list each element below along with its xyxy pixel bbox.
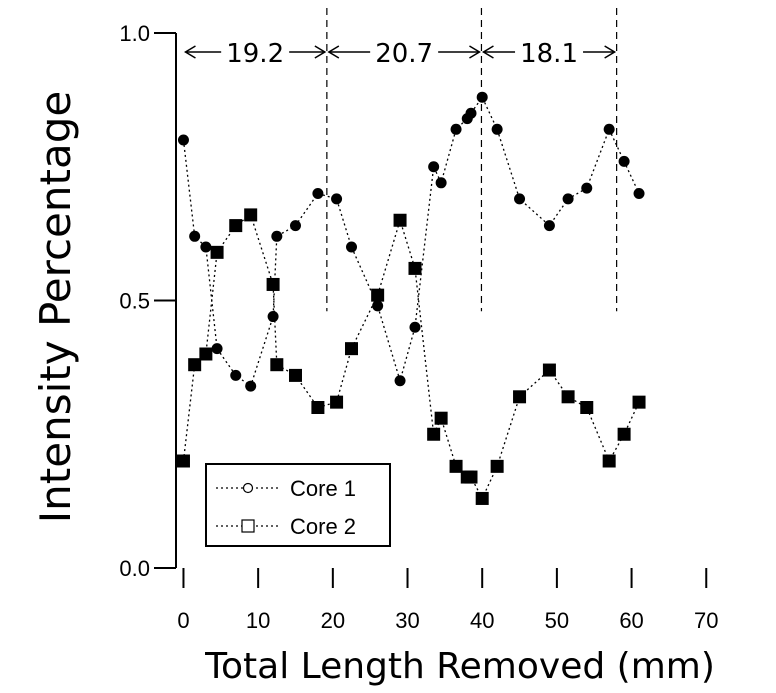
data-point <box>409 321 421 333</box>
data-point <box>266 277 280 291</box>
data-point <box>581 182 593 194</box>
data-point <box>513 390 527 404</box>
data-point <box>210 245 224 259</box>
legend-circle-icon <box>242 482 254 494</box>
x-tick-label: 30 <box>395 608 419 633</box>
data-point <box>271 230 283 242</box>
data-point <box>491 123 503 135</box>
x-tick-label: 60 <box>619 608 643 633</box>
data-point <box>602 454 616 468</box>
series-line <box>182 213 640 500</box>
data-point <box>188 358 202 372</box>
y-tick-label: 0.0 <box>119 556 150 581</box>
data-point <box>245 380 257 392</box>
x-tick-label: 50 <box>545 608 569 633</box>
data-point <box>603 123 615 135</box>
data-point <box>345 342 359 356</box>
span-arrowhead <box>314 45 327 59</box>
y-tick-label: 0.5 <box>119 289 150 314</box>
data-point <box>229 219 243 233</box>
data-point <box>311 401 325 414</box>
data-point <box>475 491 489 505</box>
data-point <box>428 161 440 173</box>
data-point <box>476 91 488 103</box>
span-label: 19.2 <box>226 39 284 69</box>
data-point <box>394 375 406 387</box>
data-point <box>346 241 358 253</box>
x-tick-label: 70 <box>694 608 718 633</box>
data-point <box>177 134 189 146</box>
data-point <box>312 188 324 199</box>
data-point <box>176 454 190 468</box>
span-arrowhead <box>481 45 494 59</box>
data-point <box>490 459 504 473</box>
legend-box <box>205 463 391 547</box>
data-point <box>330 395 344 409</box>
series-1 <box>177 91 645 392</box>
x-tick-label: 0 <box>177 608 189 633</box>
span-arrowhead <box>604 45 617 59</box>
y-axis-label: Intensity Percentage <box>31 91 80 523</box>
data-point <box>450 123 462 135</box>
data-point <box>270 358 284 372</box>
data-point <box>632 395 646 409</box>
data-point <box>434 411 448 425</box>
data-point <box>618 155 630 167</box>
data-point <box>211 343 223 355</box>
data-point <box>543 220 555 232</box>
data-point <box>561 390 575 404</box>
legend: Core 1 Core 2 <box>205 463 391 547</box>
data-point <box>542 363 556 377</box>
x-tick-label: 40 <box>470 608 494 633</box>
span-arrowhead <box>469 45 481 59</box>
data-point <box>393 213 407 227</box>
x-axis-label: Total Length Removed (mm) <box>204 646 715 687</box>
legend-label: Core 1 <box>290 476 356 501</box>
data-point <box>617 427 631 441</box>
data-point <box>580 401 594 414</box>
data-point <box>427 427 441 441</box>
x-tick-label: 20 <box>321 608 345 633</box>
series-line <box>182 95 640 388</box>
data-point <box>267 311 279 323</box>
data-point <box>435 177 447 189</box>
data-point <box>372 300 384 312</box>
data-point <box>199 347 213 361</box>
legend-label: Core 2 <box>290 514 356 539</box>
series-layer <box>176 91 646 505</box>
data-point <box>230 369 242 381</box>
data-point <box>288 368 302 382</box>
span-label: 18.1 <box>520 39 578 69</box>
data-point <box>562 193 574 205</box>
span-arrowhead <box>184 45 196 59</box>
section-guides: 19.2 20.7 18.1 <box>184 8 618 312</box>
data-point <box>200 241 212 253</box>
y-tick-label: 1.0 <box>119 21 150 46</box>
span-label: 20.7 <box>375 39 433 69</box>
data-point <box>633 188 645 199</box>
data-point <box>408 261 422 275</box>
series-2 <box>176 208 646 505</box>
data-point <box>464 470 478 484</box>
data-point <box>289 220 301 232</box>
data-point <box>449 459 463 473</box>
legend-square-icon <box>241 519 255 533</box>
data-point <box>465 107 477 119</box>
data-point <box>371 288 385 302</box>
data-point <box>331 193 343 205</box>
data-point <box>244 208 258 222</box>
span-arrowhead <box>327 45 340 59</box>
axes: 0.0 0.5 1.0 0 10 20 30 40 50 60 70 <box>119 21 718 633</box>
data-point <box>189 230 201 242</box>
data-point <box>514 193 526 205</box>
x-tick-label: 10 <box>246 608 270 633</box>
